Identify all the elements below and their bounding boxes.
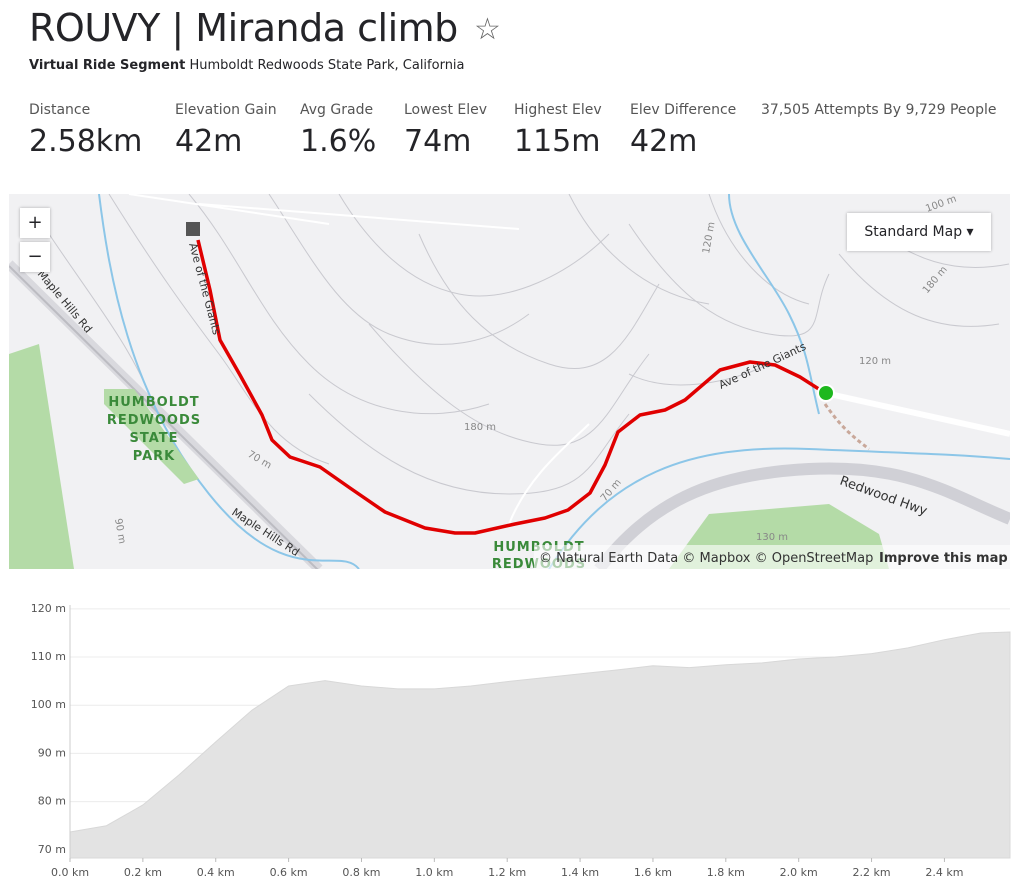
contours	[48, 194, 1010, 495]
contour-label: 120 m	[701, 221, 717, 254]
start-flag	[186, 222, 200, 236]
x-tick-label: 0.4 km	[197, 866, 235, 879]
map-style-selector[interactable]: Standard Map ▾	[847, 213, 991, 251]
stat-value: 2.58km	[29, 124, 143, 159]
park-label: REDWOODS	[107, 413, 201, 428]
stat-label: Avg Grade	[300, 102, 374, 118]
elevation-chart: 70 m 80 m 90 m 100 m 110 m 120 m 0.0 km 0.2 km 0…	[31, 602, 1011, 879]
star-button[interactable]: ☆	[474, 12, 501, 47]
y-tick-label: 70 m	[38, 843, 66, 856]
x-tick-label: 1.4 km	[561, 866, 599, 879]
x-tick-label: 1.6 km	[634, 866, 672, 879]
map-canvas: Maple Hills Rd Maple Hills Rd Redwood Hw…	[9, 194, 1010, 569]
stat-label: Elev Difference	[630, 102, 737, 118]
contour-label: 70 m	[246, 449, 274, 471]
park-label: STATE	[129, 431, 178, 446]
attempts: 37,505 Attempts By 9,729 People	[761, 102, 997, 118]
stat-value: 42m	[630, 124, 698, 159]
attribution[interactable]: © Natural Earth Data © Mapbox © OpenStre…	[539, 551, 873, 566]
x-tick-label: 2.4 km	[925, 866, 963, 879]
segment-kind: Virtual Ride Segment	[29, 58, 186, 73]
x-tick-label: 2.2 km	[853, 866, 891, 879]
location: Humboldt Redwoods State Park, California	[189, 58, 465, 73]
x-tick-label: 0.6 km	[270, 866, 308, 879]
map[interactable]: Maple Hills Rd Maple Hills Rd Redwood Hw…	[9, 194, 1010, 569]
stat-label: Highest Elev	[514, 102, 602, 118]
stat-value: 42m	[175, 124, 243, 159]
improve-map-link[interactable]: Improve this map	[879, 551, 1008, 566]
y-tick-label: 90 m	[38, 746, 66, 759]
contour-label: 90 m	[112, 518, 127, 545]
x-tick-label: 0.0 km	[51, 866, 89, 879]
x-tick-label: 1.8 km	[707, 866, 745, 879]
y-tick-label: 110 m	[31, 650, 66, 663]
stat-value: 74m	[404, 124, 472, 159]
map-style-label: Standard Map	[864, 224, 963, 240]
x-tick-label: 0.8 km	[342, 866, 380, 879]
stat-label: Distance	[29, 102, 91, 118]
x-tick-label: 1.2 km	[488, 866, 526, 879]
zoom-out[interactable]: −	[20, 242, 50, 272]
stat-label: Elevation Gain	[175, 102, 277, 118]
contour-label: 120 m	[859, 356, 891, 367]
stat-value: 115m	[514, 124, 601, 159]
contour-label: 130 m	[756, 532, 788, 543]
road-label: Ave of the Giants	[186, 241, 223, 336]
zoom-in[interactable]: +	[20, 208, 50, 238]
x-tick-label: 0.2 km	[124, 866, 162, 879]
y-tick-label: 120 m	[31, 602, 66, 615]
y-tick-label: 80 m	[38, 795, 66, 808]
contour-label: 180 m	[464, 422, 496, 433]
x-tick-label: 1.0 km	[415, 866, 453, 879]
contour-label: 180 m	[921, 264, 950, 296]
subtitle: Virtual Ride Segment Humboldt Redwoods S…	[29, 58, 465, 73]
end-marker	[817, 384, 835, 402]
stat-label: Lowest Elev	[404, 102, 488, 118]
park-label: PARK	[133, 449, 175, 464]
contour-label: 70 m	[599, 477, 624, 504]
elevation-area	[69, 631, 1011, 859]
stat-value: 1.6%	[300, 124, 377, 159]
contour-label: 100 m	[924, 194, 958, 215]
x-tick-label: 2.0 km	[780, 866, 818, 879]
y-tick-label: 100 m	[31, 698, 66, 711]
segment-title: ROUVY | Miranda climb	[29, 6, 458, 50]
park-label: HUMBOLDT	[108, 395, 199, 410]
route	[196, 239, 826, 535]
